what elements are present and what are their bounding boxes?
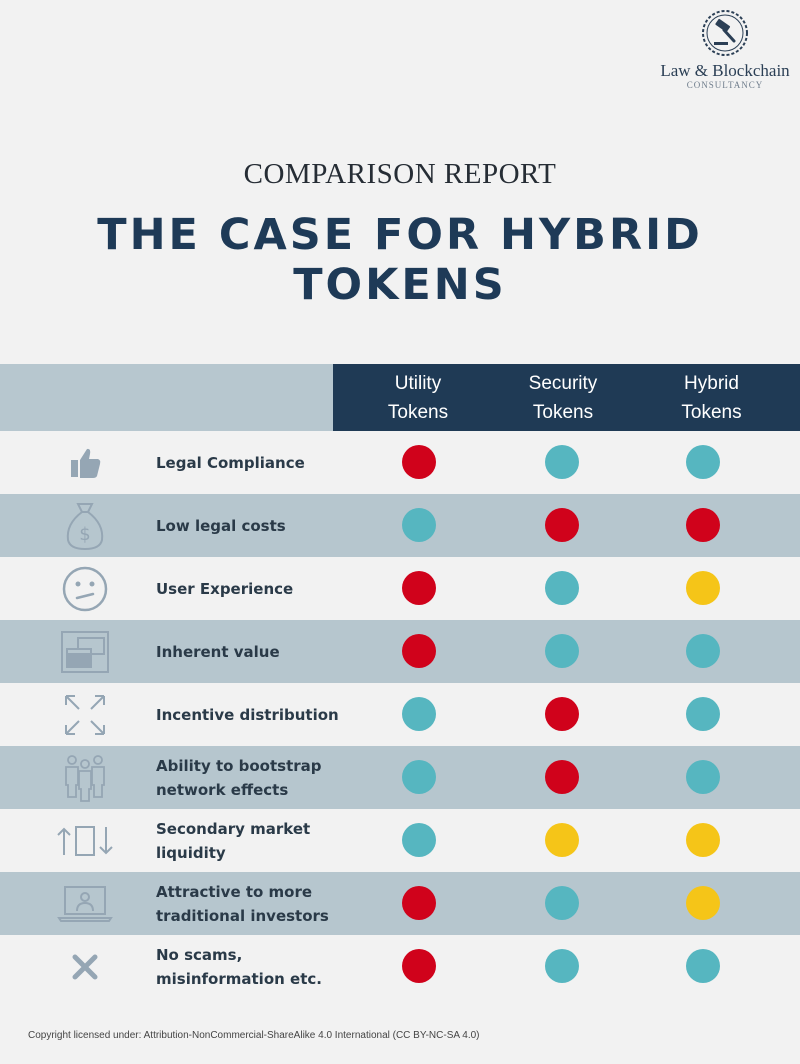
- rating-dot-hybrid: [686, 634, 720, 668]
- report-subtitle: COMPARISON REPORT: [243, 158, 557, 190]
- thumbs-up-icon: [50, 437, 120, 488]
- laptop-user-icon: [50, 878, 120, 929]
- rating-dot-utility: [402, 949, 436, 983]
- window-icon: [50, 626, 120, 677]
- rating-dot-hybrid: [686, 949, 720, 983]
- money-bag-icon: $: [50, 500, 120, 551]
- table-row: Secondary market liquidity: [0, 809, 800, 872]
- rating-dot-hybrid: [686, 886, 720, 920]
- row-label: Attractive to more traditional investors: [156, 882, 329, 925]
- rating-dot-hybrid: [686, 571, 720, 605]
- table-row: No scams, misinformation etc.: [0, 935, 800, 998]
- table-row: Incentive distribution: [0, 683, 800, 746]
- rating-dot-security: [545, 823, 579, 857]
- row-label: Inherent value: [156, 642, 280, 661]
- exchange-arrows-icon: [50, 815, 120, 866]
- rating-dot-hybrid: [686, 508, 720, 542]
- svg-text:$: $: [79, 524, 90, 545]
- rating-dot-utility: [402, 823, 436, 857]
- brand-name: Law & Blockchain: [660, 61, 790, 80]
- rating-dot-hybrid: [686, 823, 720, 857]
- rating-dot-security: [545, 949, 579, 983]
- table-row: Ability to bootstrap network effects: [0, 746, 800, 809]
- rating-dot-hybrid: [686, 697, 720, 731]
- table-body: Legal Compliance $ Low legal costs User Exp…: [0, 431, 800, 998]
- row-label: Low legal costs: [156, 516, 286, 535]
- header-blank-cell: [0, 364, 333, 431]
- column-header-utility: Utility Tokens: [387, 372, 449, 423]
- rating-dot-security: [545, 760, 579, 794]
- rating-dot-hybrid: [686, 445, 720, 479]
- table-row: $ Low legal costs: [0, 494, 800, 557]
- table-row: Legal Compliance: [0, 431, 800, 494]
- header-columns: Utility Tokens Security Tokens Hybrid To…: [333, 364, 800, 431]
- table-row: User Experience: [0, 557, 800, 620]
- rating-dot-utility: [402, 760, 436, 794]
- table-header: Utility Tokens Security Tokens Hybrid To…: [0, 364, 800, 431]
- rating-dot-utility: [402, 697, 436, 731]
- rating-dot-utility: [402, 571, 436, 605]
- row-label: User Experience: [156, 579, 294, 598]
- row-label: Incentive distribution: [156, 705, 339, 724]
- rating-dot-utility: [402, 508, 436, 542]
- expand-arrows-icon: [50, 689, 120, 740]
- row-label: Legal Compliance: [156, 453, 305, 472]
- rating-dot-utility: [402, 634, 436, 668]
- rating-dot-hybrid: [686, 760, 720, 794]
- brand-logo: Law & Blockchain CONSULTANCY: [650, 8, 800, 90]
- row-label: Ability to bootstrap network effects: [156, 756, 322, 799]
- comparison-table: Utility Tokens Security Tokens Hybrid To…: [0, 364, 800, 998]
- column-header-hybrid: Hybrid Tokens: [681, 372, 742, 423]
- row-label: No scams, misinformation etc.: [156, 945, 322, 988]
- rating-dot-security: [545, 886, 579, 920]
- rating-dot-security: [545, 634, 579, 668]
- gavel-icon: [702, 10, 748, 56]
- rating-dot-security: [545, 571, 579, 605]
- people-group-icon: [50, 752, 120, 803]
- table-row: Attractive to more traditional investors: [0, 872, 800, 935]
- rating-dot-security: [545, 697, 579, 731]
- rating-dot-utility: [402, 445, 436, 479]
- rating-dot-utility: [402, 886, 436, 920]
- copyright-notice: Copyright licensed under: Attribution-No…: [28, 1030, 480, 1041]
- table-row: Inherent value: [0, 620, 800, 683]
- row-label: Secondary market liquidity: [156, 819, 311, 862]
- cross-icon: [50, 941, 120, 992]
- column-header-security: Security Tokens: [528, 372, 598, 423]
- page-title: THE CASE FOR HYBRID TOKENS: [97, 210, 703, 310]
- brand-subtitle: CONSULTANCY: [686, 80, 764, 90]
- rating-dot-security: [545, 508, 579, 542]
- rating-dot-security: [545, 445, 579, 479]
- confused-face-icon: [50, 563, 120, 614]
